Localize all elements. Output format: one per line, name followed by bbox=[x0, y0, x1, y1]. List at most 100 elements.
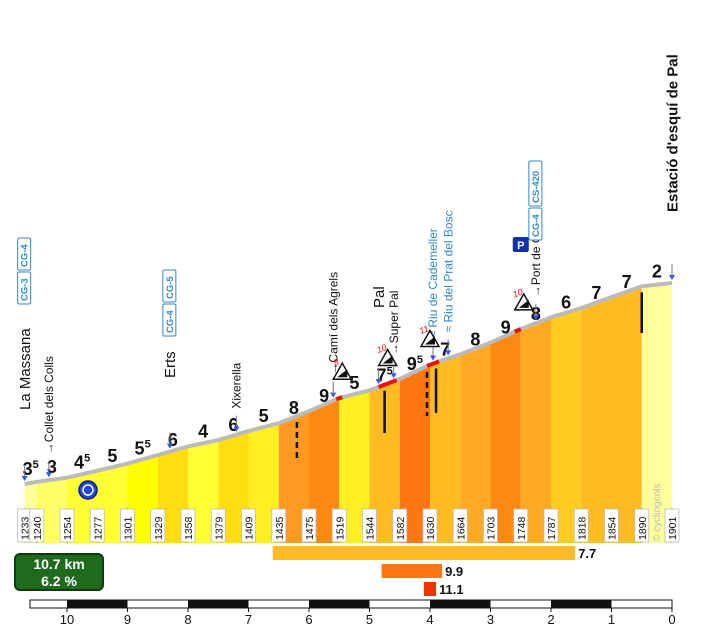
altitude-box bbox=[483, 508, 498, 543]
altitude-label: 1519 bbox=[334, 516, 346, 540]
steep-warning-slope bbox=[382, 355, 393, 364]
gradient-segment bbox=[611, 286, 642, 543]
altitude-label: 1854 bbox=[607, 516, 619, 540]
segment-gradient-label: 5 bbox=[349, 373, 359, 393]
waypoint-name: ≈ Riu de Cademeller bbox=[426, 228, 440, 337]
segment-gradient-label: 8 bbox=[470, 329, 480, 349]
altitude-box bbox=[331, 508, 347, 543]
gradient-segment bbox=[399, 364, 430, 543]
gradient-segment bbox=[460, 342, 491, 543]
km-tick-label: 1 bbox=[608, 612, 615, 627]
segment-gradient-label: 9 bbox=[501, 318, 511, 338]
altitude-box bbox=[59, 508, 75, 543]
altitude-box bbox=[301, 508, 317, 543]
km-tick-label: 6 bbox=[305, 612, 312, 627]
segment-gradient-decimal: 5 bbox=[84, 453, 90, 465]
gradient-segment bbox=[490, 329, 521, 543]
steep-section-mark bbox=[335, 395, 343, 402]
waypoint-marker bbox=[330, 392, 337, 398]
segment-gradient-decimal: 5 bbox=[417, 354, 423, 366]
altitude-label: 1240 bbox=[32, 516, 44, 540]
road-badge-label: CG-4 bbox=[165, 310, 176, 333]
gradient-segment bbox=[339, 390, 370, 543]
road-badge bbox=[528, 207, 543, 241]
gradient-segment bbox=[248, 423, 279, 543]
altitude-label: 1301 bbox=[123, 516, 135, 540]
waypoint-name: Estació d'esquí de Pal bbox=[664, 54, 681, 212]
watermark: © cyclingcols bbox=[652, 484, 663, 543]
max-gradient-value: 11.1 bbox=[439, 582, 464, 597]
km-tick-label: 10 bbox=[60, 612, 74, 627]
gradient-segment bbox=[127, 455, 158, 543]
steep-warning-slope bbox=[425, 336, 435, 345]
altitude-box bbox=[604, 508, 619, 543]
climb-summary-badge: 10.7 km 6.2 % bbox=[14, 553, 104, 591]
steep-warning-percent: 10 bbox=[511, 287, 524, 300]
altitude-box bbox=[120, 508, 135, 543]
altitude-box bbox=[29, 508, 45, 543]
climb-distance: 10.7 km bbox=[33, 556, 85, 572]
gradient-segment bbox=[369, 378, 400, 543]
altitude-box bbox=[664, 508, 680, 543]
segment-gradient-label: 6 bbox=[228, 415, 238, 435]
max-gradient-value: 7.7 bbox=[578, 546, 596, 561]
waypoint-marker bbox=[445, 350, 452, 356]
steep-warning-percent: 8 bbox=[332, 357, 340, 368]
steep-warning-percent: 11 bbox=[418, 323, 430, 336]
km-tick-label: 8 bbox=[184, 612, 191, 627]
gradient-segment bbox=[188, 440, 219, 543]
road-badge-label: CG-4 bbox=[20, 244, 31, 267]
segment-gradient-decimal: 5 bbox=[33, 459, 39, 471]
altitude-label: 1435 bbox=[274, 516, 286, 540]
steep-warning-slope bbox=[337, 369, 348, 378]
gradient-segment bbox=[36, 477, 67, 543]
altitude-label: 1787 bbox=[546, 516, 558, 540]
profile-markers bbox=[295, 292, 643, 460]
road-badge bbox=[17, 237, 32, 271]
altitude-label: 1475 bbox=[304, 516, 316, 540]
altitude-label: 1379 bbox=[213, 516, 225, 540]
altitude-box bbox=[513, 508, 529, 543]
altitude-box bbox=[271, 508, 287, 543]
segment-gradient-label: 4 bbox=[198, 421, 208, 441]
waypoint-name: La Massana bbox=[17, 328, 34, 410]
km-axis-fill bbox=[551, 600, 612, 608]
parking-icon bbox=[512, 237, 529, 252]
segment-gradient-label: 5 bbox=[259, 406, 269, 426]
altitude-box bbox=[241, 508, 256, 543]
steep-warning-percent: 10 bbox=[375, 342, 388, 355]
km-axis-fill bbox=[67, 600, 128, 608]
profile-base bbox=[24, 281, 673, 486]
altitude-box bbox=[392, 508, 408, 543]
road-badge-label: CG-3 bbox=[20, 278, 31, 301]
segment-gradient-label: 45 bbox=[74, 453, 90, 473]
gradient-segment bbox=[157, 446, 188, 543]
road-badge bbox=[528, 160, 543, 207]
road-badge-label: CS-420 bbox=[531, 171, 542, 203]
km-tick-label: 4 bbox=[426, 612, 433, 627]
altitude-label: 1277 bbox=[92, 516, 104, 540]
altitude-label: 1358 bbox=[183, 516, 195, 540]
altitude-box bbox=[422, 508, 438, 543]
km-tick-label: 7 bbox=[245, 612, 252, 627]
gradient-segment bbox=[551, 307, 582, 543]
road-badge bbox=[17, 271, 32, 305]
altitude-box bbox=[362, 508, 377, 543]
climb-average-gradient: 6.2 % bbox=[41, 573, 77, 589]
altitude-label: 1664 bbox=[455, 516, 467, 540]
km-tick-label: 3 bbox=[487, 612, 494, 627]
km-axis-fill bbox=[430, 600, 491, 608]
altitude-box bbox=[210, 508, 226, 543]
road-badge-label: CG-4 bbox=[531, 214, 542, 237]
max-gradient-bars: 7.7 9.9 11.1 bbox=[272, 546, 596, 597]
waypoint-marker bbox=[532, 315, 539, 321]
segment-gradient-label: 7 bbox=[440, 340, 450, 360]
km-tick-label: 2 bbox=[547, 612, 554, 627]
segment-gradient-label: 5 bbox=[107, 446, 117, 466]
gradient-segment bbox=[641, 283, 672, 543]
altitude-box bbox=[573, 508, 589, 543]
waypoint-marker bbox=[45, 472, 52, 478]
segment-gradient-decimal: 5 bbox=[145, 439, 151, 451]
altitude-box bbox=[634, 508, 650, 543]
altitude-label: 1901 bbox=[667, 516, 679, 540]
